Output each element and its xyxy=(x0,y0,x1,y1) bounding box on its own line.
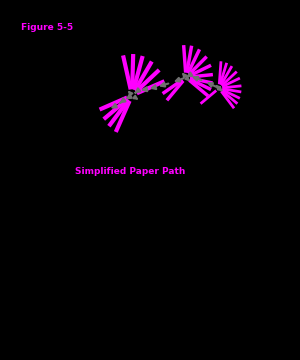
Text: Simplified Paper Path: Simplified Paper Path xyxy=(75,167,185,176)
Text: Figure 5-5: Figure 5-5 xyxy=(21,23,73,32)
